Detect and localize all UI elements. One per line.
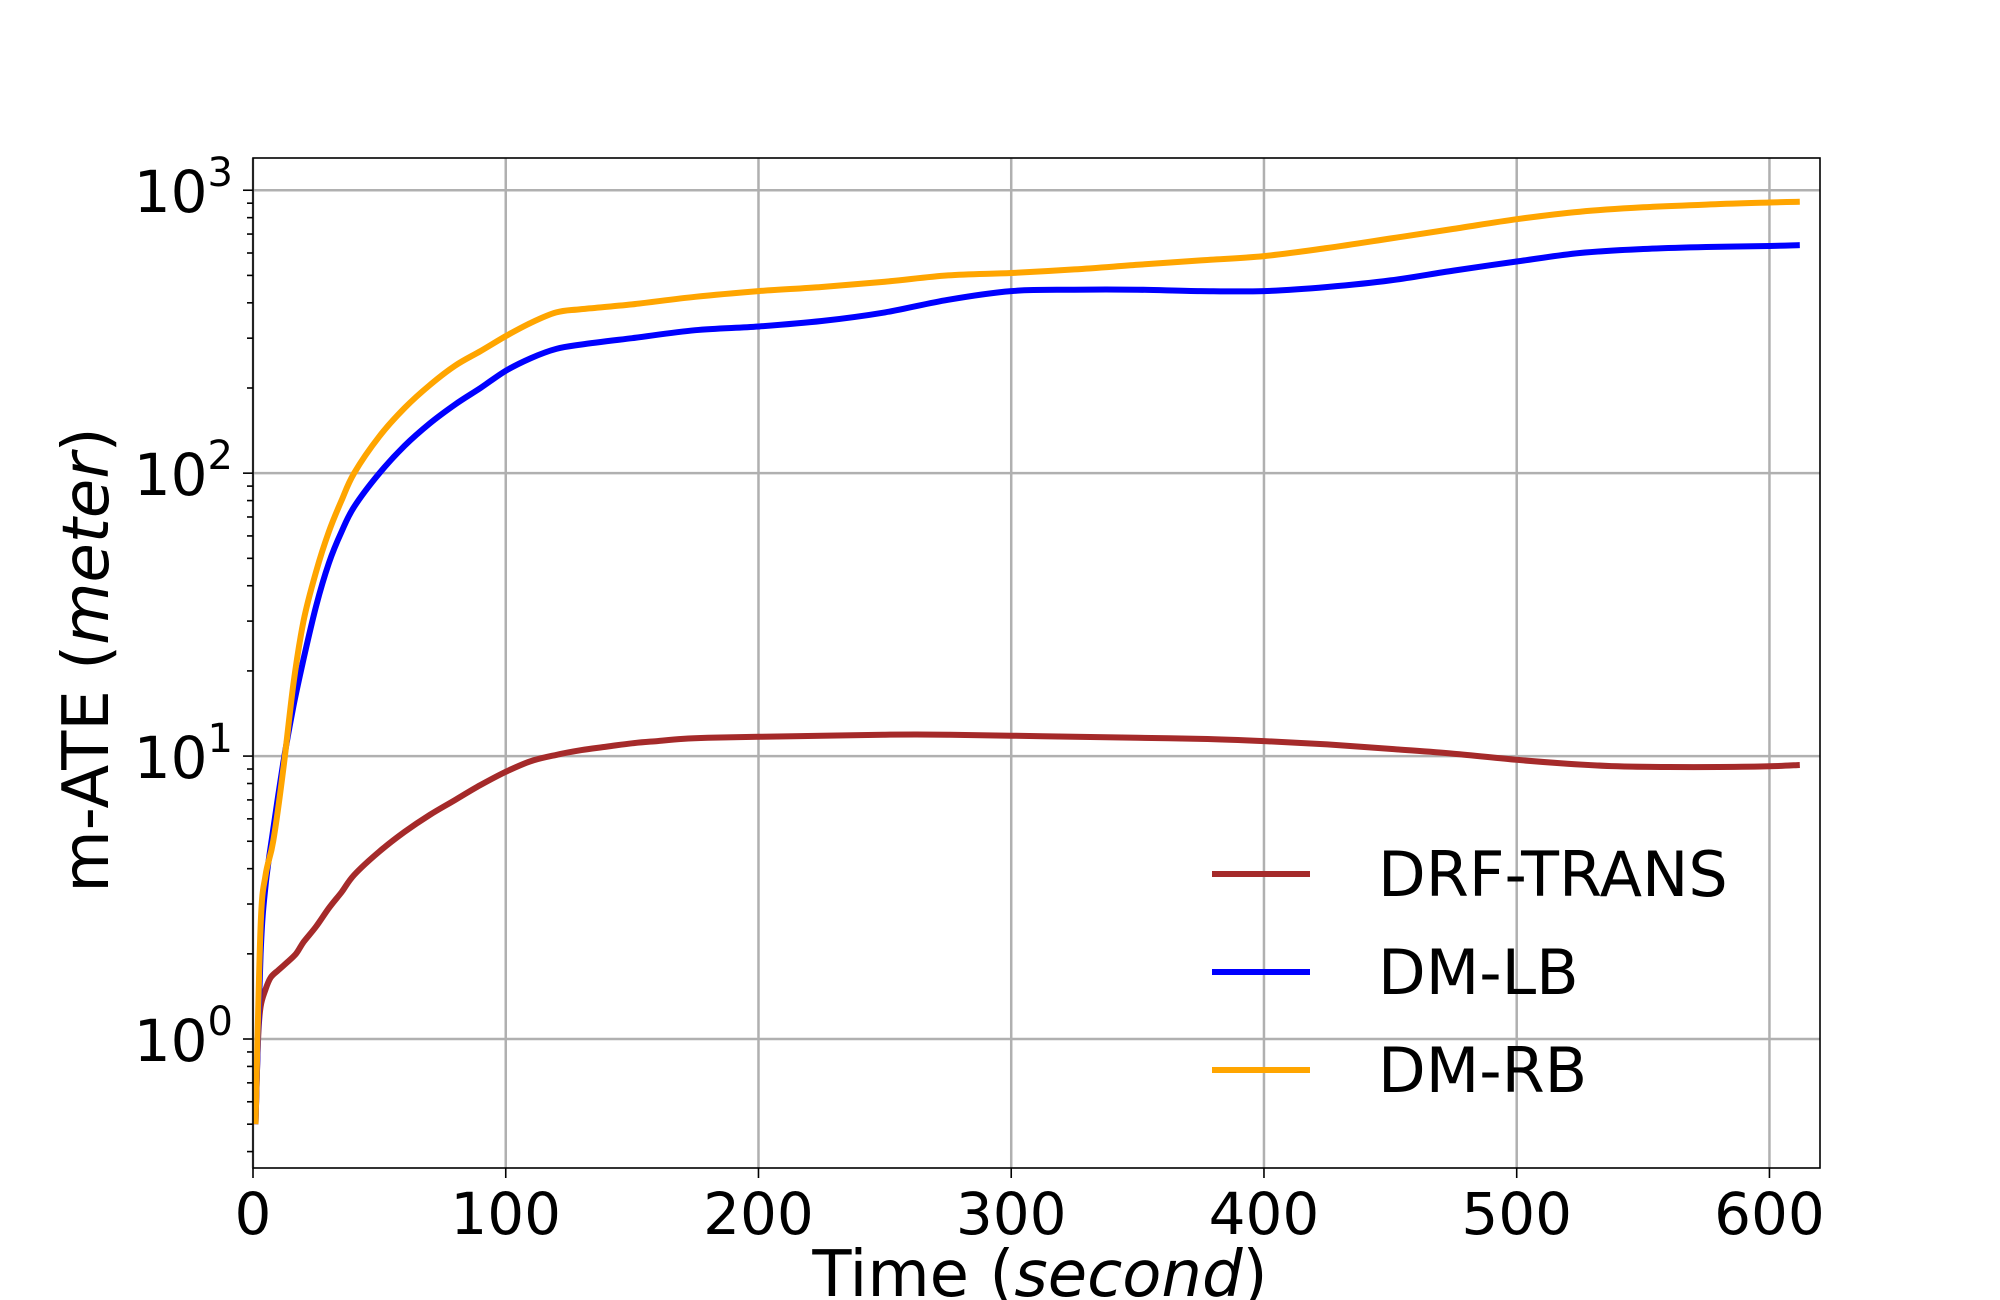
- y-axis-label-suffix: ): [50, 427, 124, 452]
- y-axis-label: m-ATE (meter): [50, 427, 124, 892]
- x-tick-label: 200: [703, 1180, 814, 1248]
- legend-label-dm-rb: DM-RB: [1378, 1034, 1587, 1107]
- legend: DRF-TRANS DM-LB DM-RB: [1212, 838, 1728, 1107]
- x-axis-label-suffix: ): [1243, 1238, 1268, 1300]
- y-tick-label: 101: [134, 716, 233, 792]
- y-tick-label: 102: [134, 433, 233, 509]
- x-tick-label: 300: [956, 1180, 1067, 1248]
- x-tick-label: 400: [1209, 1180, 1320, 1248]
- series-line-dm-rb: [252, 198, 1800, 1125]
- series-line-drf-trans: [252, 731, 1800, 1125]
- y-tick-label: 100: [134, 999, 233, 1075]
- x-axis-label: Time (second): [811, 1238, 1267, 1300]
- legend-label-drf-trans: DRF-TRANS: [1378, 838, 1728, 911]
- plot-frame: [252, 157, 1821, 1169]
- y-tick-label: 103: [134, 150, 233, 226]
- series-line-dm-lb: [252, 242, 1800, 1125]
- x-tick-label: 0: [235, 1180, 272, 1248]
- x-axis-label-unit: second: [1014, 1238, 1243, 1300]
- y-axis-label-prefix: m-ATE (: [50, 645, 124, 893]
- y-axis-label-unit: meter: [50, 449, 124, 645]
- x-tick-label: 500: [1461, 1180, 1572, 1248]
- x-axis-label-prefix: Time (: [811, 1238, 1014, 1300]
- x-tick-labels: 0 100 200 300 400 500 600: [235, 1180, 1825, 1248]
- y-tick-labels: 100 101 102 103: [134, 150, 233, 1075]
- x-tick-label: 600: [1714, 1180, 1825, 1248]
- series-lines: [252, 198, 1800, 1125]
- tick-marks: [243, 189, 1771, 1178]
- x-tick-label: 100: [450, 1180, 561, 1248]
- legend-label-dm-lb: DM-LB: [1378, 936, 1579, 1009]
